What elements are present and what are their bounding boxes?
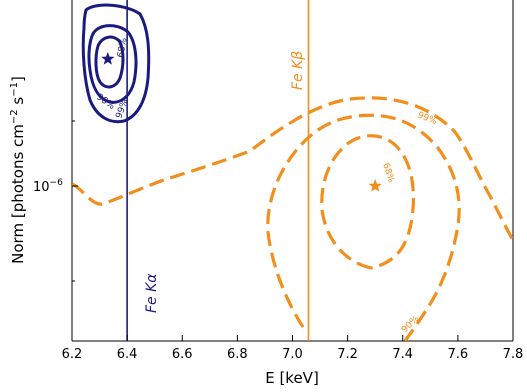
y-axis-label: Norm [photons cm−2 s−1] bbox=[9, 76, 27, 264]
orange-contour-99 bbox=[72, 96, 513, 241]
y-label-mid: s bbox=[9, 97, 27, 110]
y-tick-label: 10−6 bbox=[33, 178, 63, 195]
x-tick-label: 6.2 bbox=[62, 347, 83, 362]
y-label-sup1: −2 bbox=[9, 109, 20, 124]
orange-best-fit-star bbox=[368, 179, 382, 192]
orange-contour-68 bbox=[320, 134, 416, 270]
x-tick-label: 6.6 bbox=[172, 347, 193, 362]
orange-label-68: 68% bbox=[380, 162, 396, 185]
x-tick-label: 7.2 bbox=[337, 347, 358, 362]
blue-label-68: 68% bbox=[116, 37, 129, 59]
fe-kalpha-label: Fe Kα bbox=[144, 273, 160, 313]
y-label-main: Norm [photons cm bbox=[9, 124, 27, 264]
orange-contours bbox=[72, 96, 513, 341]
vertical-reference-lines bbox=[126, 0, 310, 341]
y-tick-exponent: −6 bbox=[50, 178, 64, 188]
x-tick-label: 7.4 bbox=[392, 347, 413, 362]
y-label-sup2: −1 bbox=[9, 82, 20, 97]
y-label-end: ] bbox=[9, 76, 27, 82]
x-tick-label: 7.8 bbox=[503, 347, 524, 362]
x-axis-label: E [keV] bbox=[265, 369, 319, 387]
blue-contour-90 bbox=[87, 24, 138, 104]
x-axis-ticks: 6.2 6.4 6.6 6.8 7.0 7.2 7.4 7.6 7.8 bbox=[62, 335, 524, 362]
fe-kbeta-label: Fe Kβ bbox=[290, 51, 306, 90]
blue-contours bbox=[81, 3, 151, 124]
orange-label-99: 99% bbox=[416, 111, 439, 128]
orange-contour-90 bbox=[266, 113, 461, 341]
x-tick-label: 6.8 bbox=[227, 347, 248, 362]
best-fit-markers bbox=[101, 52, 382, 192]
blue-best-fit-star bbox=[101, 52, 115, 65]
y-tick-1e-6: 10−6 bbox=[33, 120, 78, 282]
x-tick-label: 6.4 bbox=[117, 347, 138, 362]
blue-label-90: 90% bbox=[94, 92, 116, 112]
x-tick-label: 7.0 bbox=[282, 347, 303, 362]
blue-contour-99 bbox=[81, 3, 151, 124]
y-tick-base: 10 bbox=[33, 180, 50, 195]
blue-contour-68 bbox=[94, 35, 125, 89]
x-tick-label: 7.6 bbox=[448, 347, 469, 362]
